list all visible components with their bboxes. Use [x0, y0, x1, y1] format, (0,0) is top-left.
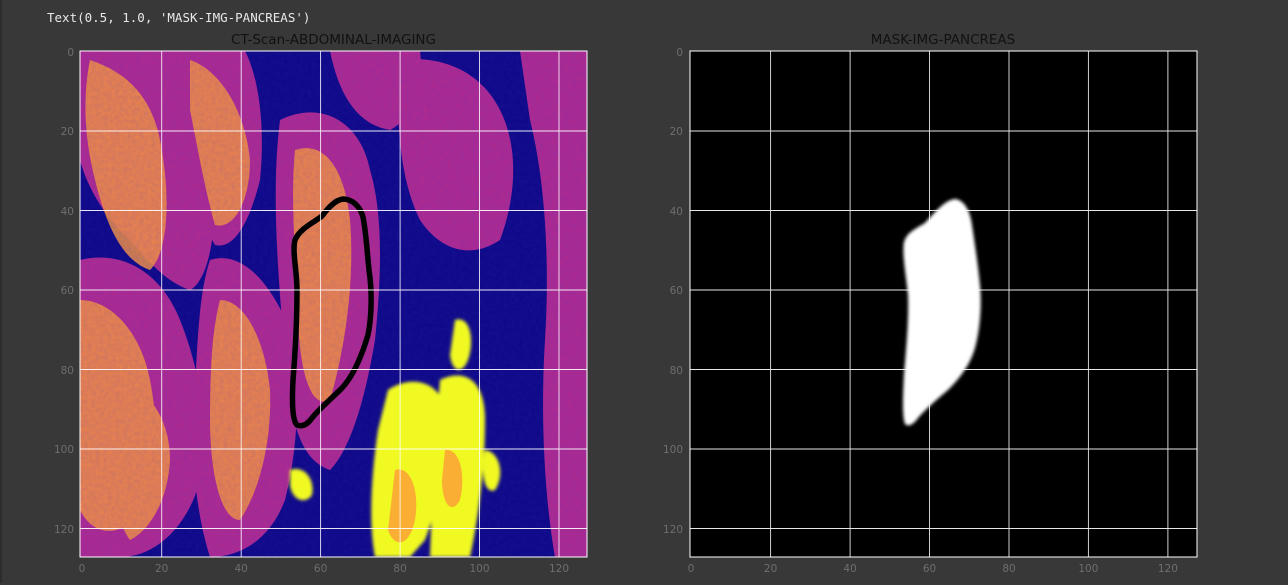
- left-x-tick: 60: [314, 563, 327, 575]
- right-y-tick: 100: [663, 444, 683, 456]
- left-y-tick: 20: [61, 126, 74, 138]
- right-y-ticks: 0 20 40 60 80 100 120: [663, 47, 683, 536]
- ct-scan-image: [80, 51, 587, 557]
- left-grid: [80, 51, 587, 557]
- output-text: Text(0.5, 1.0, 'MASK-IMG-PANCREAS'): [47, 10, 311, 25]
- left-x-tick: 80: [393, 563, 406, 575]
- left-panel-title: CT-Scan-ABDOMINAL-IMAGING: [231, 32, 436, 48]
- right-x-tick: 100: [1078, 563, 1098, 575]
- left-x-tick: 120: [549, 563, 569, 575]
- left-x-tick: 20: [155, 563, 168, 575]
- right-y-tick: 120: [663, 524, 683, 536]
- left-y-tick: 100: [54, 444, 74, 456]
- left-x-tick: 40: [235, 563, 248, 575]
- mask-image: [690, 51, 1197, 557]
- left-y-tick: 80: [61, 365, 74, 377]
- left-y-tick: 40: [61, 206, 74, 218]
- right-y-tick: 20: [670, 126, 683, 138]
- right-y-tick: 60: [670, 285, 683, 297]
- left-y-tick: 0: [67, 47, 74, 59]
- pancreas-mask: [903, 199, 981, 426]
- left-y-tick: 120: [54, 524, 74, 536]
- left-x-tick: 100: [469, 563, 489, 575]
- right-grid: [690, 51, 1197, 557]
- right-x-tick: 60: [923, 563, 936, 575]
- right-y-tick: 0: [676, 47, 683, 59]
- left-x-ticks: 0 20 40 60 80 100 120: [79, 563, 569, 575]
- left-y-tick: 60: [61, 285, 74, 297]
- right-x-tick: 80: [1002, 563, 1015, 575]
- left-x-tick: 0: [79, 563, 86, 575]
- right-y-tick: 80: [670, 365, 683, 377]
- pancreas-contour: [289, 196, 374, 429]
- right-x-tick: 20: [764, 563, 777, 575]
- right-x-tick: 120: [1158, 563, 1178, 575]
- right-x-tick: 0: [688, 563, 695, 575]
- right-axes-frame: [689, 50, 1198, 558]
- right-y-tick: 40: [670, 206, 683, 218]
- right-x-ticks: 0 20 40 60 80 100 120: [688, 563, 1178, 575]
- right-panel-title: MASK-IMG-PANCREAS: [871, 32, 1015, 48]
- right-x-tick: 40: [843, 563, 856, 575]
- left-axes-frame: [79, 50, 588, 558]
- left-y-ticks: 0 20 40 60 80 100 120: [54, 47, 74, 536]
